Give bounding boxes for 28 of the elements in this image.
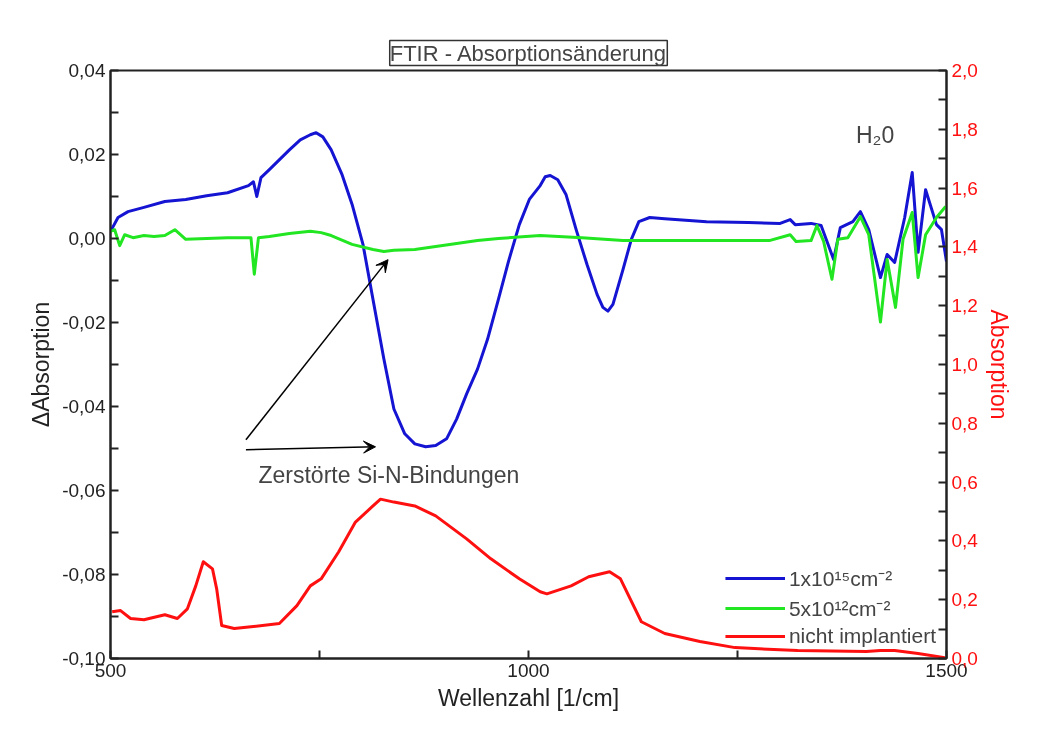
y2-axis-title: Absorption bbox=[985, 309, 1012, 420]
y2-tick-label: 0,6 bbox=[951, 471, 978, 493]
line-series bbox=[110, 205, 947, 324]
y-axis-title: ΔAbsorption bbox=[28, 301, 55, 428]
y2-tick-label: 2,0 bbox=[951, 60, 978, 81]
y-tick-label: -0,04 bbox=[62, 396, 106, 417]
y2-tick-label: 1,2 bbox=[951, 295, 978, 317]
y2-tick-label: 0,4 bbox=[951, 530, 979, 552]
y2-tick-label: 0,2 bbox=[951, 589, 978, 611]
legend-label: 1x10¹⁵cm⁻² bbox=[788, 566, 893, 592]
legend-label: 5x10¹²cm⁻² bbox=[788, 596, 891, 622]
chart-title: FTIR - Absorptionsänderung bbox=[389, 40, 667, 66]
y-tick-label: -0,08 bbox=[62, 564, 106, 585]
y-tick-label: 0,00 bbox=[68, 228, 106, 249]
legend-label: nicht implantiert bbox=[788, 624, 936, 648]
x-tick-label: 1000 bbox=[507, 659, 550, 681]
y-tick-label: -0,02 bbox=[62, 312, 106, 333]
annotation: H₂0 bbox=[855, 121, 895, 148]
y2-tick-label: 1,0 bbox=[951, 354, 978, 375]
y2-tick-label: 1,4 bbox=[951, 236, 979, 258]
y-tick-label: -0,06 bbox=[62, 480, 106, 501]
x-axis-title: Wellenzahl [1/cm] bbox=[437, 684, 620, 711]
y2-tick-label: 1,6 bbox=[951, 177, 978, 199]
y2-tick-label: 1,8 bbox=[951, 118, 978, 140]
annotation: Zerstörte Si-N-Bindungen bbox=[258, 461, 520, 488]
y-tick-label: 0,04 bbox=[68, 60, 106, 81]
y2-tick-label: 0,8 bbox=[951, 412, 978, 434]
y-tick-label: 0,02 bbox=[68, 144, 106, 165]
